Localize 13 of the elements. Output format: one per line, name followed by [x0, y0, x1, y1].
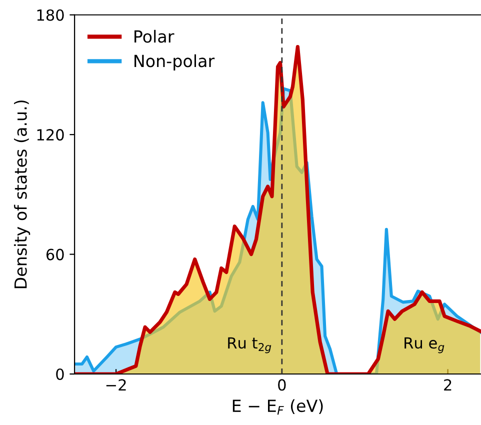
x-tick-label: 0 — [278, 379, 286, 391]
y-axis-title: Density of states (a.u.) — [14, 100, 30, 288]
y-tick-label: 0 — [56, 368, 64, 380]
legend-label: Non-polar — [134, 54, 215, 70]
x-tick-label: −2 — [106, 379, 126, 390]
y-tick-label: 120 — [37, 129, 64, 141]
y-tick-label: 60 — [46, 248, 64, 260]
legend-label: Polar — [134, 30, 174, 43]
y-tick-label: 180 — [37, 9, 64, 21]
annotation: Ru e$_{g}$ — [404, 337, 444, 354]
x-tick-label: 2 — [444, 379, 452, 390]
x-axis-title: E − E$_{F}$ (eV) — [232, 399, 323, 415]
annotation: Ru t$_{2g}$ — [228, 337, 272, 354]
